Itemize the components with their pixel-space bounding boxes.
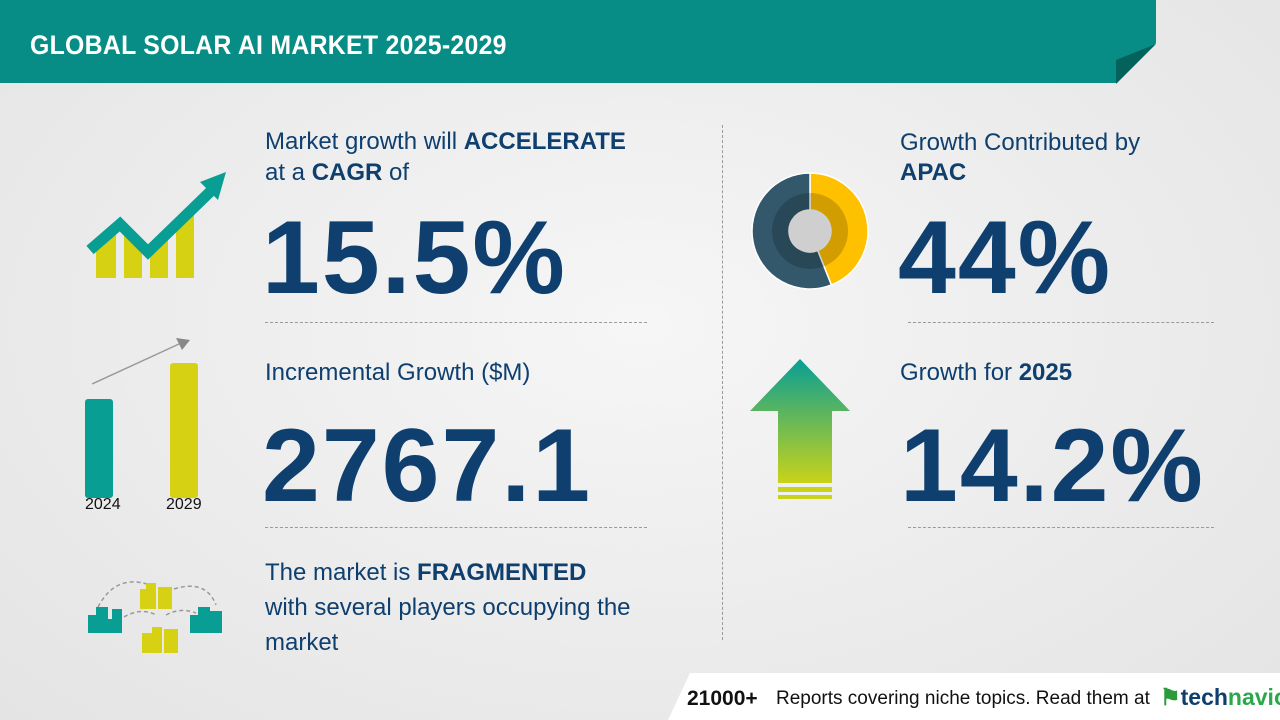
region-name: APAC — [900, 159, 967, 186]
donut-center — [789, 210, 831, 252]
buildings-network-icon — [88, 581, 222, 653]
cagr-value: 15.5% — [262, 200, 567, 316]
page-title: GLOBAL SOLAR AI MARKET 2025-2029 — [30, 30, 507, 60]
bar-2029 — [170, 363, 198, 498]
fragmented-line1: The market is FRAGMENTED — [265, 559, 587, 586]
yoy-label: Growth for 2025 — [900, 359, 1073, 386]
technavio-logo[interactable]: ⚑technavio — [1160, 684, 1280, 710]
bar-2024 — [85, 399, 113, 498]
growth-chart-arrow-icon — [86, 172, 226, 278]
bar-label-2024: 2024 — [85, 496, 121, 513]
up-arrow-icon — [750, 359, 850, 499]
vertical-divider — [722, 125, 723, 640]
region-line1: Growth Contributed by — [900, 129, 1141, 156]
incremental-label: Incremental Growth ($M) — [265, 359, 531, 386]
region-value: 44% — [898, 200, 1113, 316]
incremental-value: 2767.1 — [262, 408, 593, 524]
cagr-line2: at a CAGR of — [265, 159, 410, 186]
header-banner — [0, 0, 1156, 83]
divider — [265, 322, 647, 323]
fragmented-line2: with several players occupying the — [265, 594, 631, 621]
fragmented-line3: market — [265, 629, 339, 656]
footer-text: Reports covering niche topics. Read them… — [776, 688, 1150, 709]
divider — [908, 322, 1214, 323]
bar-label-2029: 2029 — [166, 496, 202, 513]
region-share-donut — [751, 172, 869, 290]
incremental-bars-icon — [85, 338, 198, 498]
technavio-flag-icon: ⚑ — [1160, 684, 1181, 710]
cagr-line1: Market growth will ACCELERATE — [265, 128, 626, 155]
footer-bar — [668, 673, 1280, 720]
divider — [265, 527, 647, 528]
yoy-value: 14.2% — [900, 408, 1205, 524]
divider — [908, 527, 1214, 528]
footer-count: 21000+ — [687, 687, 758, 710]
